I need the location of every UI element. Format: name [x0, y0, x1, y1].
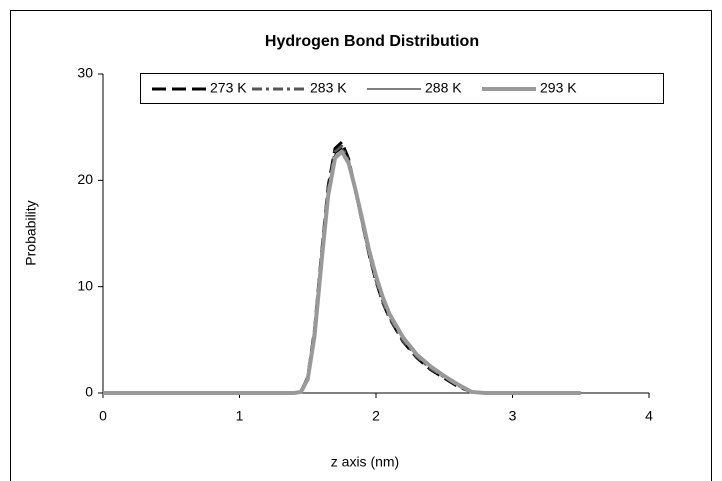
series-line	[103, 140, 581, 395]
x-tick-label: 2	[372, 408, 380, 424]
legend-label: 273 K	[210, 80, 247, 96]
x-axis-label: z axis (nm)	[331, 454, 399, 470]
y-tick-label: 10	[77, 277, 93, 293]
y-tick-label: 0	[85, 384, 93, 400]
series-line	[103, 147, 581, 394]
x-tick-label: 3	[509, 408, 517, 424]
series-line	[103, 149, 581, 395]
y-tick-label: 20	[77, 171, 93, 187]
legend-label: 288 K	[425, 80, 462, 96]
y-tick-label: 30	[77, 65, 93, 81]
series-line	[103, 144, 581, 395]
x-tick-label: 1	[236, 408, 244, 424]
legend-label: 293 K	[540, 80, 577, 96]
x-tick-label: 4	[645, 408, 653, 424]
x-tick-label: 0	[99, 408, 107, 424]
chart-title: Hydrogen Bond Distribution	[265, 33, 479, 50]
legend-label: 283 K	[310, 80, 347, 96]
frame	[10, 10, 712, 481]
y-axis-label: Probability	[23, 200, 39, 265]
